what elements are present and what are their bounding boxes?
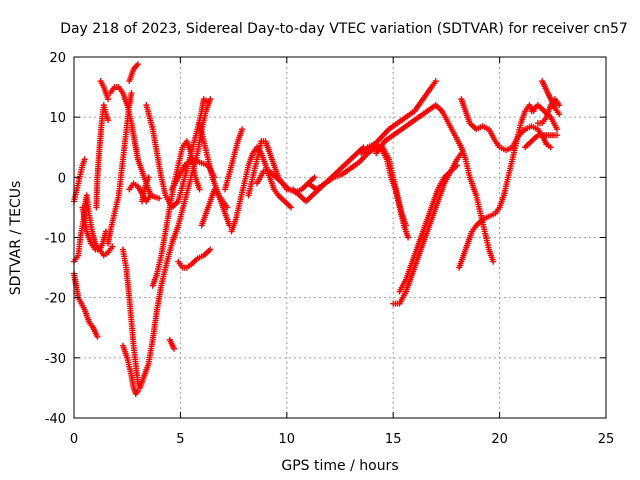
series-track-17 <box>228 144 295 235</box>
data-point <box>207 246 214 253</box>
series-track-36 <box>222 126 246 193</box>
series-track-38 <box>166 336 178 352</box>
series-track-12 <box>143 96 212 211</box>
data-point <box>405 234 412 241</box>
data-point <box>81 156 88 163</box>
series-track-9 <box>126 61 141 85</box>
series-track-10 <box>119 246 160 391</box>
x-tick-label: 0 <box>70 432 78 447</box>
data-point <box>556 102 563 109</box>
data-point <box>128 90 135 97</box>
data-point <box>207 96 214 103</box>
series-track-24 <box>396 162 461 295</box>
data-point <box>226 222 233 229</box>
y-tick-label: -30 <box>45 352 66 367</box>
x-tick-labels: 0 5 10 15 20 25 <box>70 432 614 447</box>
data-marks <box>71 61 563 397</box>
series-track-20 <box>290 144 367 205</box>
data-point <box>94 333 101 340</box>
y-tick-label: 20 <box>49 51 66 66</box>
series-track-33 <box>126 180 163 205</box>
series-track-13 <box>153 96 214 313</box>
data-point <box>156 195 163 202</box>
data-point <box>490 258 497 265</box>
data-point <box>239 126 246 133</box>
data-point <box>311 174 318 181</box>
series-track-35 <box>196 120 233 229</box>
y-tick-label: 10 <box>49 111 66 126</box>
series-track-22 <box>358 141 412 241</box>
series-track-2 <box>71 192 116 265</box>
x-tick-label: 5 <box>176 432 184 447</box>
data-point <box>105 96 112 103</box>
series-track-32 <box>539 78 563 118</box>
data-point <box>547 144 554 151</box>
series-track-3 <box>71 270 101 340</box>
series-track-26 <box>368 78 439 151</box>
data-point <box>554 132 561 139</box>
series-track-37 <box>139 174 152 205</box>
data-point <box>145 174 152 181</box>
x-axis-label: GPS time / hours <box>281 458 398 474</box>
data-point <box>454 162 461 169</box>
data-point <box>134 61 141 68</box>
series-track-18 <box>245 138 290 199</box>
y-axis-label: SDTVAR / TECUs <box>8 181 24 296</box>
data-point <box>556 111 563 118</box>
x-tick-label: 10 <box>279 432 296 447</box>
y-tick-label: -20 <box>45 292 66 307</box>
x-tick-label: 15 <box>385 432 402 447</box>
series-track-15 <box>175 246 214 271</box>
series-track-28 <box>458 96 554 154</box>
x-tick-label: 25 <box>598 432 615 447</box>
data-point <box>105 117 112 124</box>
series-track-4 <box>79 204 109 253</box>
y-tick-label: -10 <box>45 232 66 247</box>
data-point <box>134 387 141 394</box>
data-point <box>109 243 116 250</box>
series-track-29 <box>522 132 561 151</box>
series-track-8 <box>107 84 154 199</box>
series-track-6 <box>97 78 112 103</box>
chart-title: Day 218 of 2023, Sidereal Day-to-day VTE… <box>60 21 628 37</box>
series-track-5 <box>93 102 112 211</box>
data-point <box>171 345 178 352</box>
y-tick-label: 0 <box>58 171 66 186</box>
y-tick-labels: 20 10 0 -10 -20 -30 -40 <box>45 51 66 427</box>
data-point <box>196 186 203 193</box>
x-tick-label: 20 <box>491 432 508 447</box>
data-point <box>288 204 295 211</box>
data-point <box>554 126 561 133</box>
data-point <box>432 78 439 85</box>
series-track-11 <box>119 342 141 397</box>
y-tick-label: -40 <box>45 412 66 427</box>
axis-ticks <box>73 56 607 419</box>
